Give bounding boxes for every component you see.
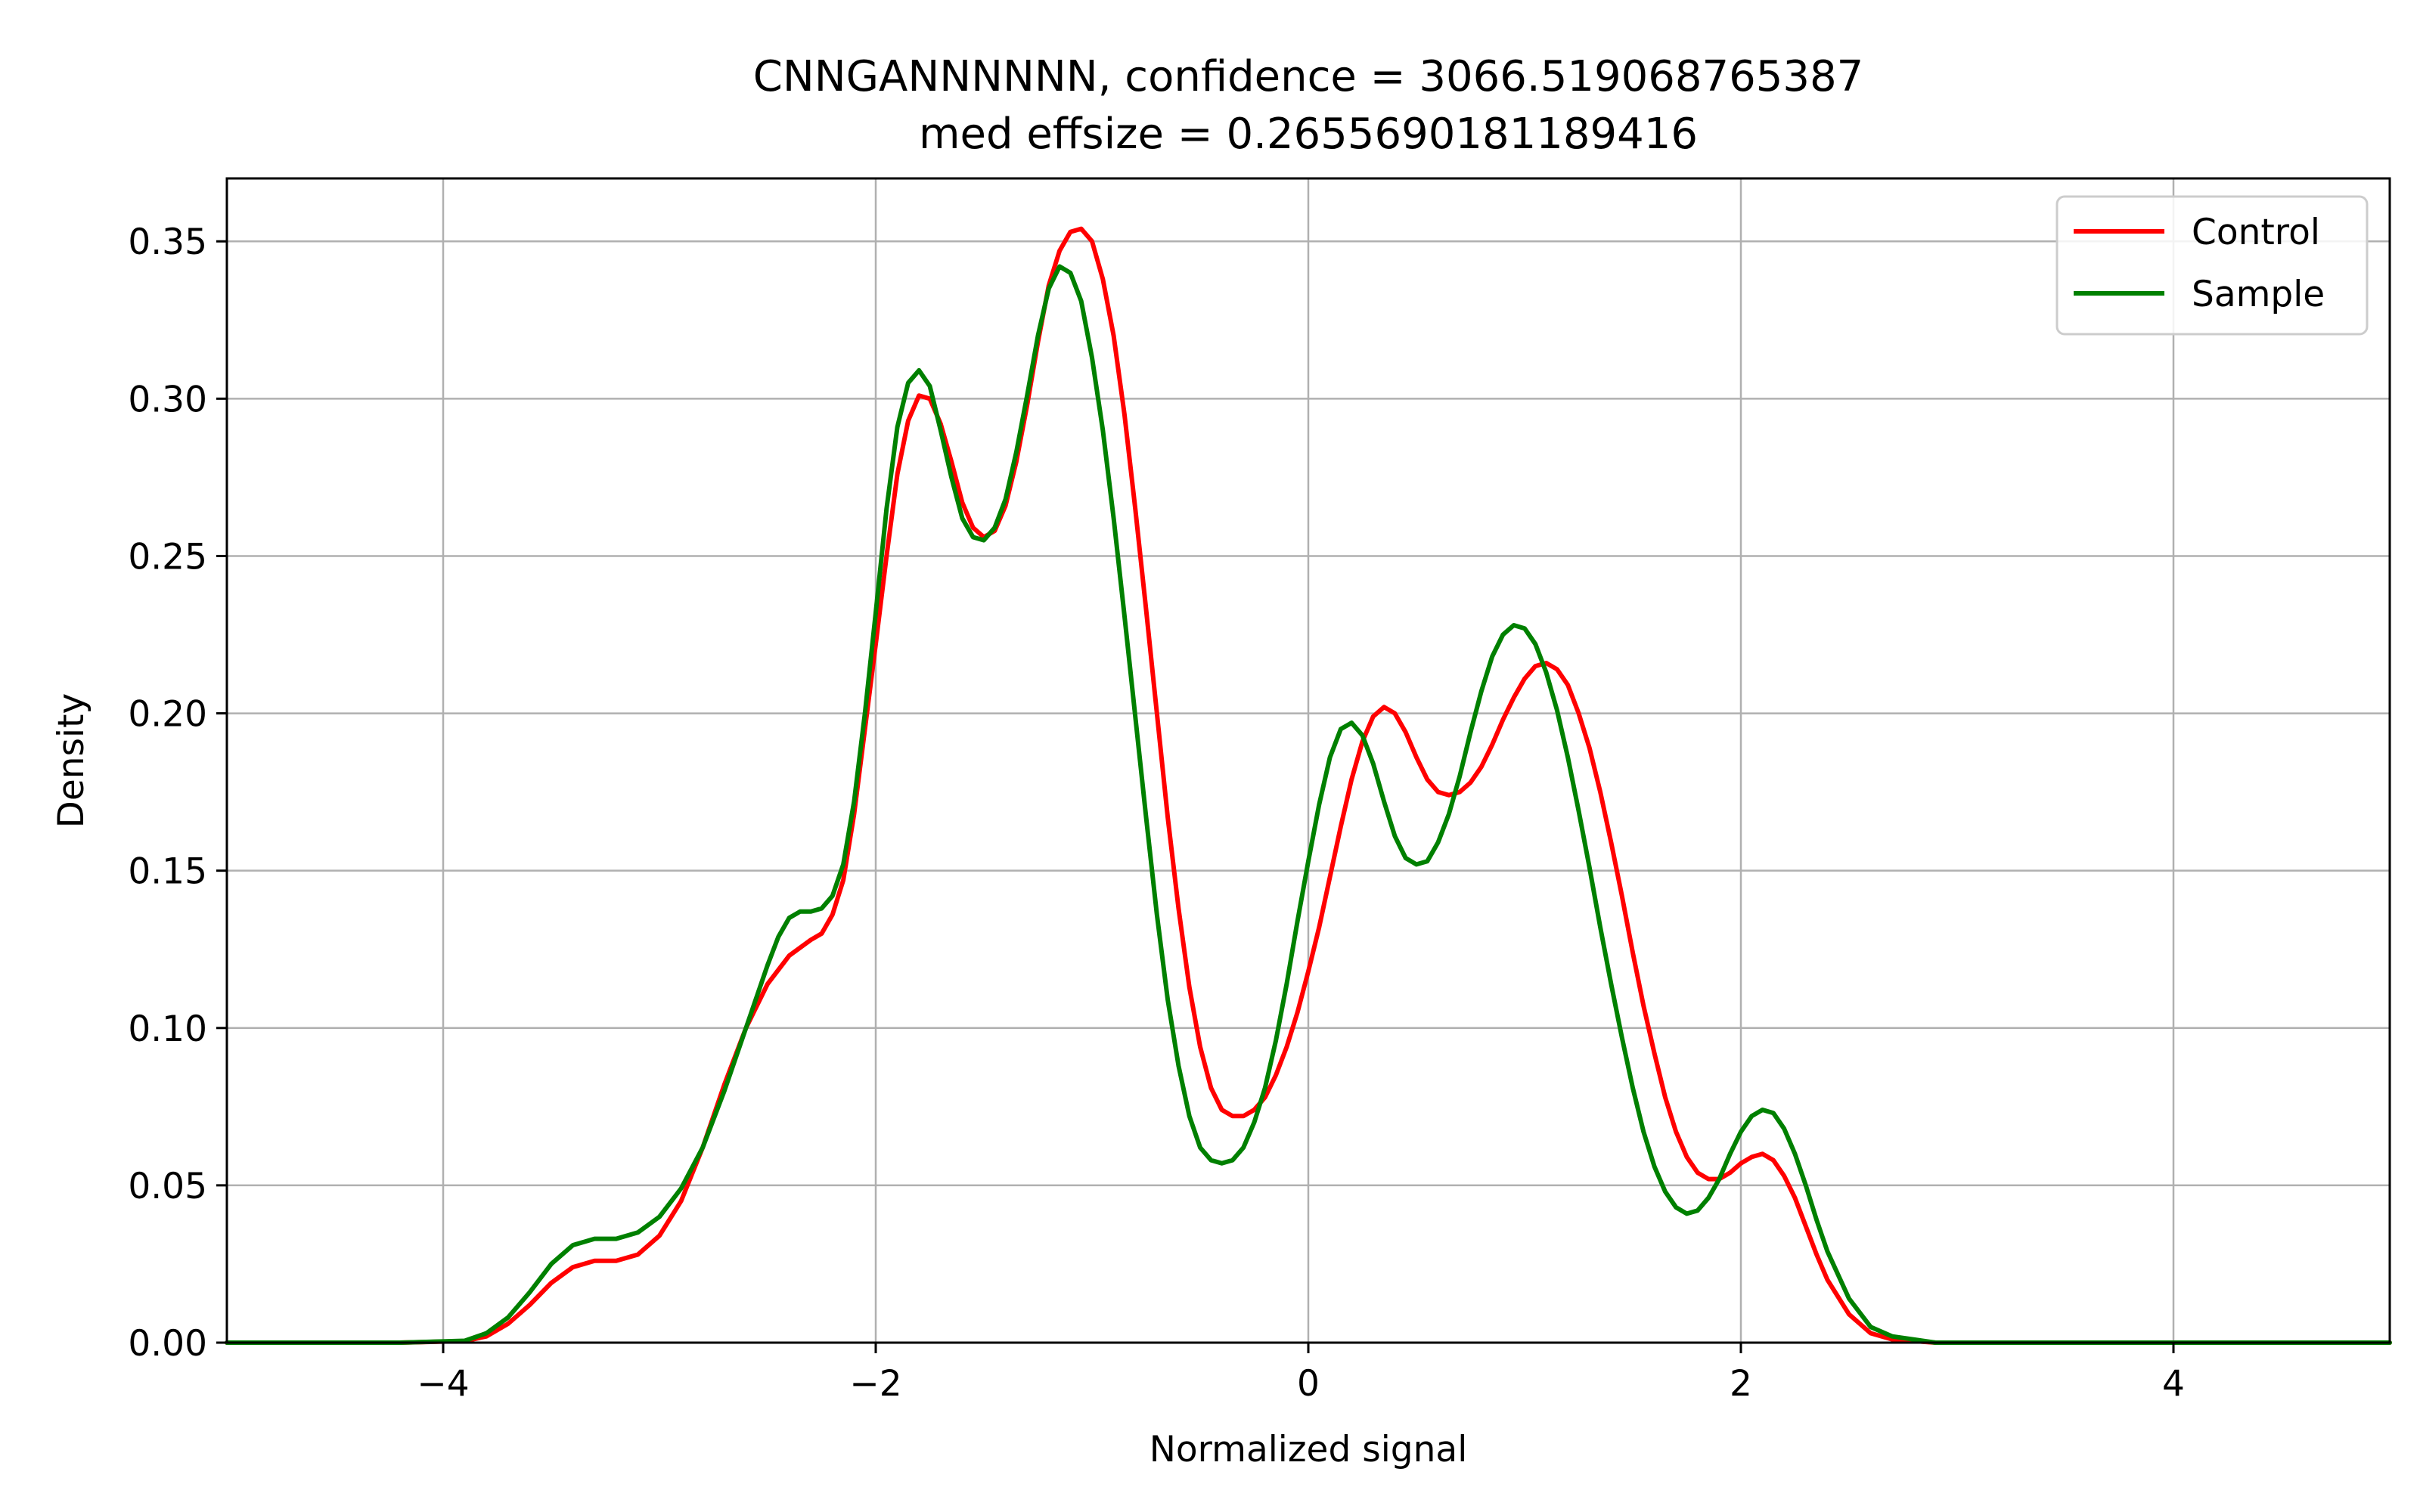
x-tick-label: −2 xyxy=(849,1363,901,1405)
x-tick-label: −4 xyxy=(417,1363,469,1405)
chart-subtitle: med effsize = 0.2655690181189416 xyxy=(919,110,1698,159)
y-tick-label: 0.30 xyxy=(128,379,207,420)
y-tick-label: 0.05 xyxy=(128,1166,207,1207)
y-tick-label: 0.25 xyxy=(128,536,207,578)
y-tick-label: 0.10 xyxy=(128,1009,207,1050)
x-axis-label: Normalized signal xyxy=(1150,1429,1468,1470)
legend-label-control: Control xyxy=(2192,212,2320,253)
y-tick-label: 0.15 xyxy=(128,851,207,893)
x-tick-label: 2 xyxy=(1730,1363,1752,1405)
y-tick-label: 0.00 xyxy=(128,1323,207,1365)
grid xyxy=(227,178,2390,1344)
x-tick-label: 0 xyxy=(1297,1363,1320,1405)
x-axis-ticks: −4 −2 0 2 4 xyxy=(417,1343,2185,1405)
series-line-control xyxy=(225,226,2392,1345)
series-layer xyxy=(225,226,2392,1345)
series-line-sample xyxy=(225,264,2392,1345)
legend-label-sample: Sample xyxy=(2192,274,2325,315)
x-tick-label: 4 xyxy=(2162,1363,2185,1405)
y-axis-ticks: 0.00 0.05 0.10 0.15 0.20 0.25 0.30 0.35 xyxy=(128,222,227,1365)
y-tick-label: 0.35 xyxy=(128,222,207,263)
legend: Control Sample xyxy=(2055,195,2369,336)
y-axis-label: Density xyxy=(51,693,92,829)
y-tick-label: 0.20 xyxy=(128,694,207,736)
chart-title: CNNGANNNNNN, confidence = 3066.519068765… xyxy=(753,52,1863,101)
